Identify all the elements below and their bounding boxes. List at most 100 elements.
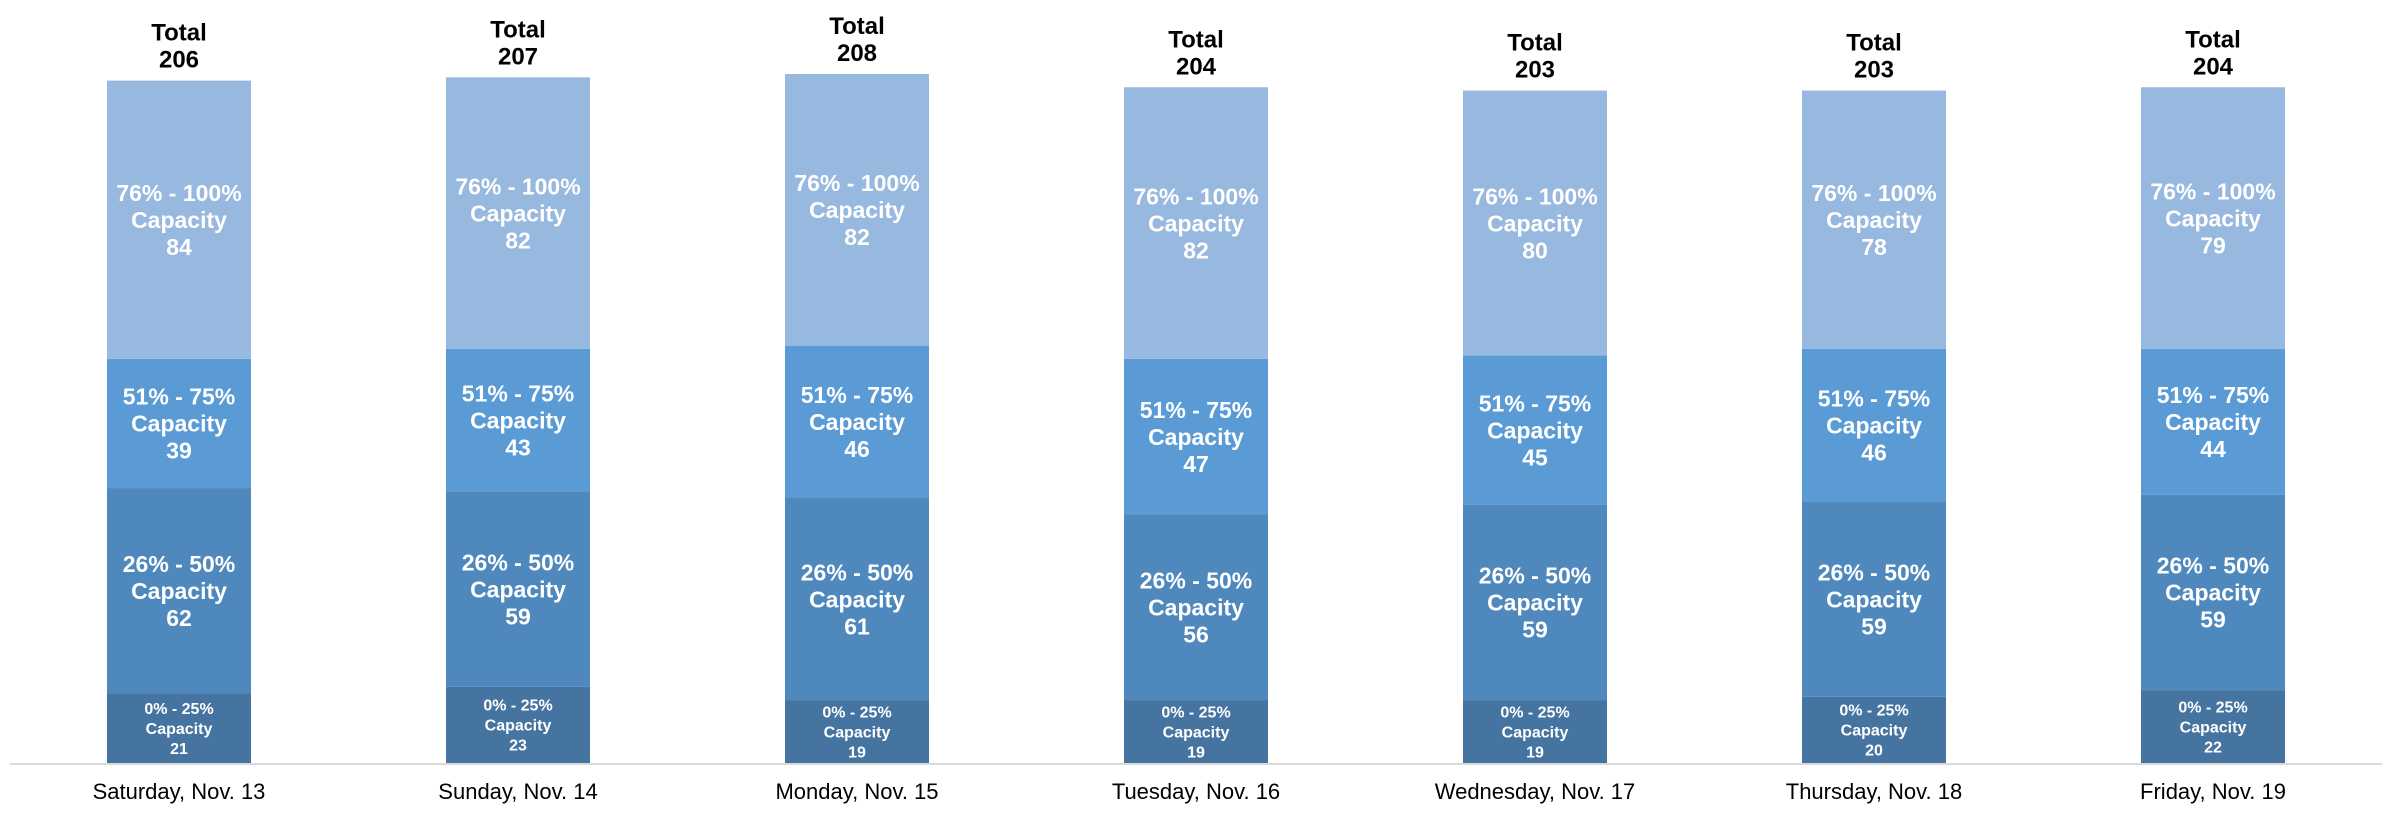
segment-data-label-line: 26% - 50% [462,549,575,575]
segment-data-label-line: 19 [1187,744,1205,761]
segment-data-label-line: 51% - 75% [462,380,575,406]
bar-segment [446,77,590,349]
segment-data-label: 0% - 25% Capacity 19 [1500,704,1569,761]
x-tick-label: Sunday, Nov. 14 [438,779,597,804]
segment-data-label-line: 80 [1522,237,1548,263]
segment-data-label: 26% - 50% Capacity 59 [1818,559,1931,639]
segment-data-label-line: Capacity [1826,207,1922,233]
segment-data-label-line: Capacity [824,724,891,741]
segment-data-label-line: 76% - 100% [455,173,580,199]
segment-data-label-line: 76% - 100% [1133,183,1258,209]
segment-data-label-line: 51% - 75% [1818,385,1931,411]
segment-data-label-line: Capacity [2165,580,2261,606]
segment-data-label: 0% - 25% Capacity 19 [822,704,891,761]
bar-segment [2141,87,2285,349]
bar-segment [1463,90,1607,356]
segment-data-label-line: 23 [509,738,527,755]
segment-data-label: 76% - 100% Capacity 84 [116,180,241,260]
bar-segment [1802,90,1946,349]
bar-segment [785,345,929,498]
total-label: Total 207 [490,16,546,70]
bar-segment [1124,358,1268,515]
segment-data-label: 51% - 75% Capacity 45 [1479,390,1592,470]
segment-data-label-line: Capacity [1487,590,1583,616]
segment-data-label-line: Capacity [470,200,566,226]
total-label: Total 203 [1507,30,1563,84]
segment-data-label-line: 56 [1183,622,1209,648]
segment-data-label: 0% - 25% Capacity 21 [144,701,213,758]
segment-data-label-line: 62 [166,605,192,631]
segment-data-label-line: 51% - 75% [1140,397,1253,423]
segment-data-label-line: Capacity [1148,424,1244,450]
segment-data-label-line: 26% - 50% [2157,553,2270,579]
segment-data-label-line: 20 [1865,743,1883,760]
segment-data-label-line: 0% - 25% [483,698,552,715]
segment-data-label: 26% - 50% Capacity 59 [1479,563,1592,643]
total-label: Total 204 [2185,26,2241,80]
bar-segment [2141,348,2285,495]
segment-data-label-line: 0% - 25% [822,704,891,721]
total-label-line: 203 [1854,57,1894,84]
segment-data-label-line: 51% - 75% [801,382,914,408]
segment-data-label-line: Capacity [1841,723,1908,740]
segment-data-label: 76% - 100% Capacity 82 [455,173,580,253]
segment-data-label-line: 78 [1861,234,1887,260]
segment-data-label-line: 79 [2200,232,2226,258]
segment-data-label-line: Capacity [809,409,905,435]
segment-data-label-line: 19 [848,744,866,761]
segment-data-label-line: Capacity [1826,412,1922,438]
total-label-line: 203 [1515,57,1555,84]
segment-data-label-line: 0% - 25% [1500,704,1569,721]
total-label-line: Total [1507,30,1563,57]
total-label-line: 206 [159,47,199,74]
total-label-line: Total [1846,30,1902,57]
bar-segment [1802,696,1946,763]
segment-data-label-line: 46 [1861,439,1887,465]
segment-data-label-line: Capacity [1826,586,1922,612]
segment-data-label-line: 51% - 75% [2157,382,2270,408]
segment-data-label: 26% - 50% Capacity 59 [2157,553,2270,633]
segment-data-label-line: 76% - 100% [116,180,241,206]
segment-data-label: 26% - 50% Capacity 59 [462,549,575,629]
segment-data-label: 51% - 75% Capacity 39 [123,384,236,464]
segment-data-label-line: 59 [505,603,531,629]
x-tick-label: Friday, Nov. 19 [2140,779,2286,804]
bar-segment [446,491,590,687]
segment-data-label-line: 43 [505,434,531,460]
segment-data-label-line: Capacity [470,407,566,433]
bar-segment [1463,700,1607,763]
x-tick-label: Saturday, Nov. 13 [93,779,266,804]
segment-data-label: 76% - 100% Capacity 79 [2150,178,2275,258]
segment-data-label-line: 76% - 100% [1811,180,1936,206]
segment-data-label-line: Capacity [1502,724,1569,741]
x-tick-label: Wednesday, Nov. 17 [1435,779,1636,804]
bar-segment [446,686,590,763]
segment-data-label: 51% - 75% Capacity 44 [2157,382,2270,462]
total-label: Total 208 [829,13,885,67]
bar-segment [2141,690,2285,763]
segment-data-label-line: Capacity [1487,210,1583,236]
segment-data-label-line: 19 [1526,744,1544,761]
bar-segment [785,74,929,346]
segment-data-label-line: Capacity [2165,205,2261,231]
segment-data-label-line: 0% - 25% [144,701,213,718]
segment-data-label-line: 51% - 75% [123,384,236,410]
bar-segment [107,693,251,763]
segment-data-label-line: Capacity [131,207,227,233]
total-label-line: Total [2185,26,2241,53]
bar-segment [107,488,251,694]
segment-data-label: 26% - 50% Capacity 56 [1140,568,1253,648]
segment-data-label-line: 45 [1522,444,1548,470]
segment-data-label-line: 46 [844,436,870,462]
segment-data-label: 26% - 50% Capacity 61 [801,559,914,639]
segment-data-label: 76% - 100% Capacity 80 [1472,183,1597,263]
total-label: Total 204 [1168,26,1224,80]
bar-segment [1802,348,1946,502]
bar-segment [785,700,929,763]
segment-data-label-line: 21 [170,741,188,758]
segment-data-label: 51% - 75% Capacity 43 [462,380,575,460]
bar-segment [107,80,251,359]
segment-data-label-line: Capacity [809,197,905,223]
total-label-line: 204 [1176,53,1217,80]
